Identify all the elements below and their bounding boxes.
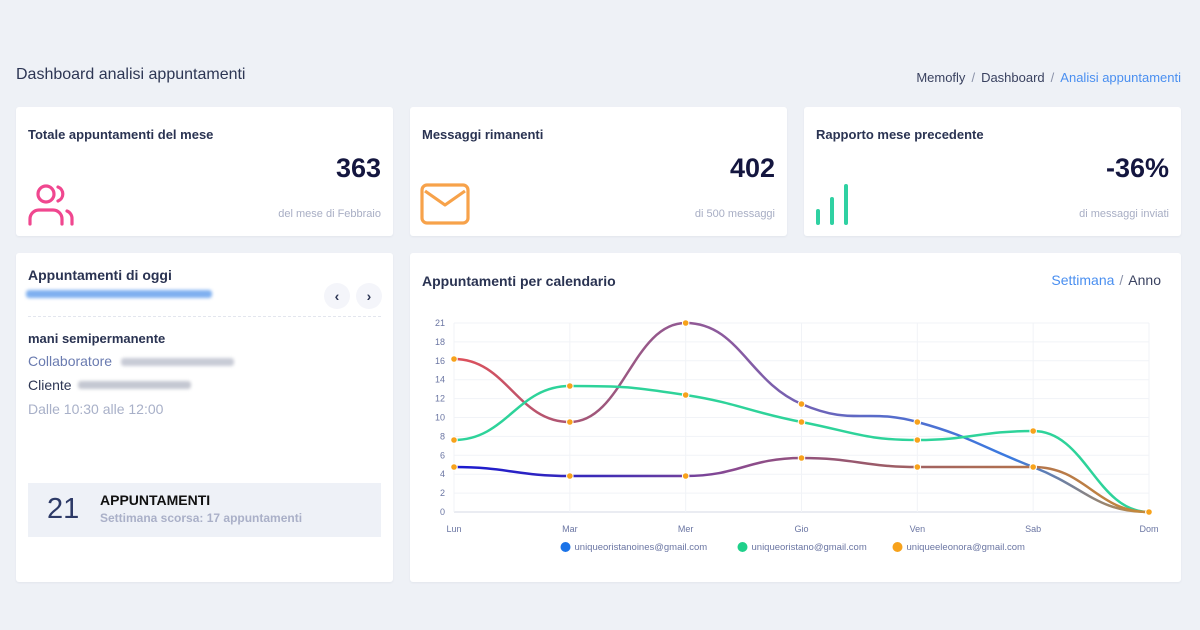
data-point <box>450 436 458 444</box>
stat-card-remaining-messages: Messaggi rimanenti 402 di 500 messaggi <box>410 107 787 236</box>
summary-count: 21 <box>47 493 80 525</box>
redacted-calendar-name <box>26 290 212 298</box>
summary-subtitle: Settimana scorsa: 17 appuntamenti <box>100 511 303 525</box>
stat-value: -36% <box>1105 153 1169 183</box>
breadcrumb-dashboard[interactable]: Dashboard <box>981 70 1045 85</box>
appointment-client: Cliente <box>28 377 72 393</box>
legend-marker <box>737 542 748 552</box>
legend-label: uniqueoristano@gmail.com <box>752 542 867 553</box>
users-icon <box>26 181 78 232</box>
stat-card-previous-month-ratio: Rapporto mese precedente -36% di messagg… <box>804 107 1181 236</box>
divider <box>28 316 381 317</box>
data-point <box>566 382 574 390</box>
x-tick-label: Mar <box>562 524 578 534</box>
stat-card-total-appointments: Totale appuntamenti del mese 363 del mes… <box>16 107 393 236</box>
stat-subtitle: del mese di Febbraio <box>278 208 381 220</box>
y-tick-label: 12 <box>435 394 445 404</box>
data-point <box>913 463 922 471</box>
data-point <box>450 355 458 363</box>
breadcrumb-separator: / <box>1050 70 1055 85</box>
calendar-chart-card: Appuntamenti per calendario Settimana / … <box>410 253 1181 582</box>
toggle-week[interactable]: Settimana <box>1051 272 1115 288</box>
stat-title: Totale appuntamenti del mese <box>28 127 214 142</box>
today-title: Appuntamenti di oggi <box>28 267 172 283</box>
weekly-summary: 21 APPUNTAMENTI Settimana scorsa: 17 app… <box>28 483 381 537</box>
y-tick-label: 2 <box>440 488 445 498</box>
today-appointments-card: Appuntamenti di oggi ‹ › mani semiperman… <box>16 253 393 582</box>
stat-subtitle: di 500 messaggi <box>694 208 775 220</box>
y-tick-label: 14 <box>435 375 445 385</box>
breadcrumb-memofly[interactable]: Memofly <box>916 70 966 85</box>
toggle-year[interactable]: Anno <box>1128 272 1161 288</box>
x-tick-label: Gio <box>794 524 808 534</box>
chart-title: Appuntamenti per calendario <box>422 273 616 289</box>
data-point <box>797 418 806 426</box>
breadcrumb-separator: / <box>971 70 976 85</box>
data-point <box>681 472 690 480</box>
data-point <box>1145 508 1153 516</box>
y-tick-label: 8 <box>440 431 445 441</box>
redacted-client <box>78 381 191 389</box>
client-label: Cliente <box>28 377 72 393</box>
x-tick-label: Dom <box>1139 524 1158 534</box>
stat-title: Rapporto mese precedente <box>816 127 984 142</box>
stat-subtitle: di messaggi inviati <box>1079 208 1169 220</box>
collaborator-label: Collaboratore <box>28 353 113 369</box>
x-tick-label: Sab <box>1025 524 1041 534</box>
data-point <box>913 436 922 444</box>
y-tick-label: 10 <box>435 413 445 423</box>
redacted-collaborator <box>121 358 234 366</box>
y-tick-label: 21 <box>435 318 445 328</box>
legend-label: uniqueeleonora@gmail.com <box>907 542 1026 553</box>
data-point <box>797 400 806 408</box>
period-toggle: Settimana / Anno <box>1051 272 1161 288</box>
legend-marker <box>560 542 571 552</box>
next-appointment-button[interactable]: › <box>356 283 382 309</box>
data-point <box>681 319 690 327</box>
line-chart: 0 2 4 6 8 10 12 14 16 18 21 Lun Mar Mer Gio Ven Sab Dom un… <box>435 318 1159 553</box>
prev-appointment-button[interactable]: ‹ <box>324 283 350 309</box>
y-tick-label: 6 <box>440 450 445 460</box>
stat-value: 363 <box>335 153 381 183</box>
data-point <box>681 391 690 399</box>
data-point <box>566 472 574 480</box>
legend-marker <box>892 542 903 552</box>
data-point <box>1029 427 1037 435</box>
page-title: Dashboard analisi appuntamenti <box>16 66 246 83</box>
x-tick-label: Mer <box>678 524 694 534</box>
stat-title: Messaggi rimanenti <box>422 127 544 142</box>
data-point <box>913 418 922 426</box>
data-point <box>1029 463 1037 471</box>
data-point <box>797 454 806 462</box>
appointment-time: Dalle 10:30 alle 12:00 <box>28 401 164 417</box>
appointment-service: mani semipermanente <box>28 331 166 346</box>
y-tick-label: 18 <box>435 337 445 347</box>
stat-value: 402 <box>729 153 775 183</box>
y-tick-label: 16 <box>435 356 445 366</box>
legend-label: uniqueoristanoines@gmail.com <box>575 542 708 553</box>
y-tick-label: 0 <box>440 507 445 517</box>
mail-icon <box>420 183 472 230</box>
breadcrumb-current: Analisi appuntamenti <box>1060 70 1181 85</box>
breadcrumb: Memofly / Dashboard / Analisi appuntamen… <box>916 70 1181 85</box>
data-point <box>566 418 574 426</box>
toggle-separator: / <box>1119 272 1124 288</box>
x-tick-label: Ven <box>910 524 926 534</box>
data-point <box>450 463 458 471</box>
bar-chart-icon <box>814 183 854 232</box>
y-tick-label: 4 <box>440 469 445 479</box>
appointment-collaborator: Collaboratore <box>28 353 112 369</box>
x-tick-label: Lun <box>446 524 461 534</box>
summary-label: APPUNTAMENTI <box>100 492 211 508</box>
